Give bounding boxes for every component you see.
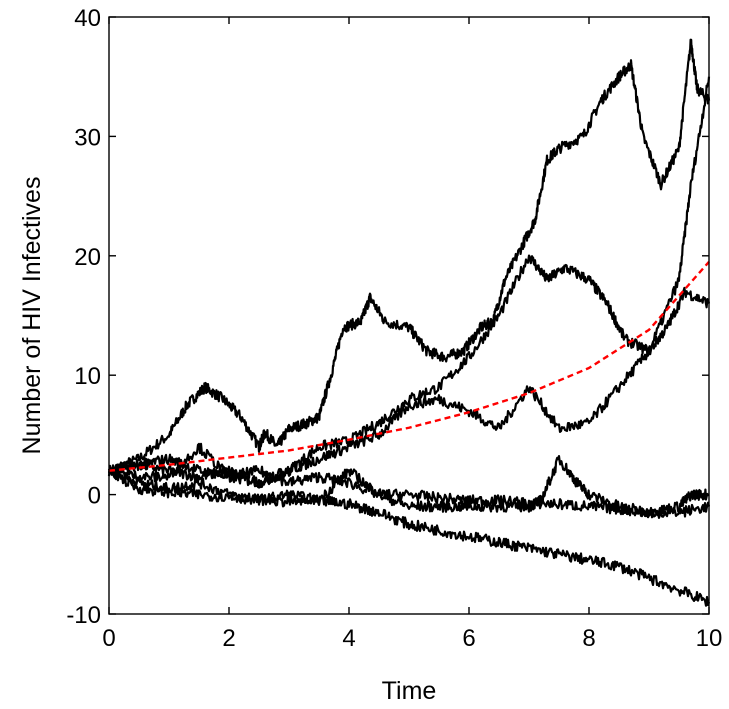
mean-curve — [108, 260, 710, 472]
y-tick-label: 40 — [74, 5, 101, 32]
x-tick-label: 2 — [222, 625, 235, 652]
y-tick-label: 30 — [74, 124, 101, 151]
x-tick-label: 0 — [102, 625, 115, 652]
sample-path-5 — [107, 442, 711, 519]
sample-path-3 — [108, 76, 711, 489]
y-tick-label: 20 — [74, 244, 101, 271]
x-tick-label: 10 — [696, 625, 723, 652]
series-layer — [107, 38, 711, 607]
y-tick-label: -10 — [66, 602, 101, 629]
y-tick-label: 0 — [88, 483, 101, 510]
y-tick-label: 10 — [74, 363, 101, 390]
y-axis-label: Number of HIV Infectives — [18, 177, 46, 455]
x-tick-label: 8 — [582, 625, 595, 652]
x-tick-label: 4 — [342, 625, 355, 652]
sample-path-6 — [107, 466, 711, 607]
x-tick-label: 6 — [462, 625, 475, 652]
plot-frame — [108, 16, 710, 615]
sample-path-1 — [107, 38, 711, 477]
x-axis-label: Time — [382, 677, 437, 705]
